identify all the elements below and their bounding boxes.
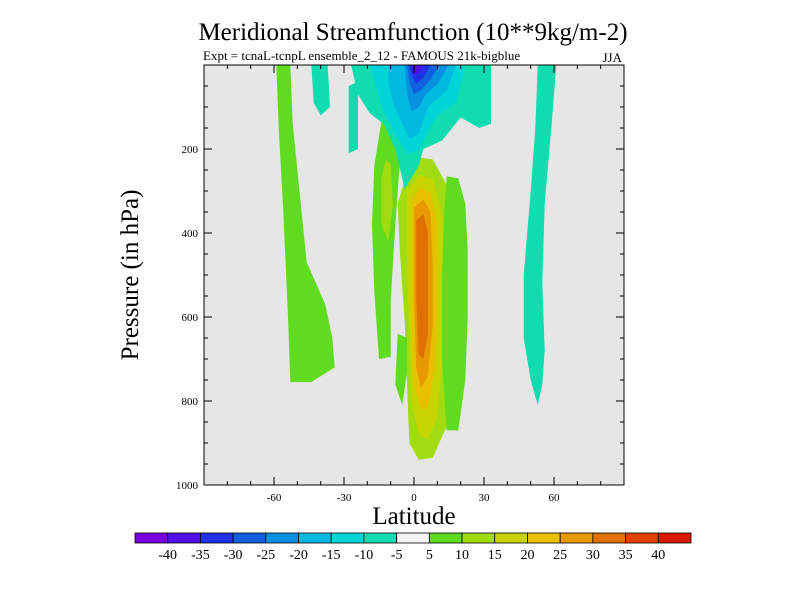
colorbar-label: -30 (224, 548, 243, 563)
contour-region-nh-subtropical-core (416, 214, 428, 359)
x-tick-label: 30 (479, 492, 491, 504)
colorbar-swatch (134, 532, 169, 544)
x-tick-label: -30 (337, 492, 352, 504)
colorbar-label: 20 (520, 548, 534, 563)
x-axis-label: Latitude (372, 503, 455, 530)
colorbar-swatch (461, 532, 496, 544)
y-tick-label: 400 (182, 228, 199, 240)
contour-region-subtropical-positive-sliver-inner (381, 159, 393, 242)
colorbar-label: -10 (355, 548, 374, 563)
colorbar-swatch (527, 532, 561, 544)
axis-ticks: -60 -30 0 30 60 200 400 600 800 1000 (176, 65, 624, 504)
contour-region-nh-outer-positive-cell (442, 176, 468, 431)
colorbar-label: -35 (191, 548, 210, 563)
colorbar-label: 40 (651, 548, 665, 563)
colorbar-label: -25 (256, 548, 275, 563)
y-axis-label: Pressure (in hPa) (117, 190, 144, 361)
colorbar-swatch (330, 532, 365, 544)
y-tick-label: 800 (182, 396, 199, 408)
colorbar-label: -15 (322, 548, 341, 563)
colorbar-label: 15 (488, 548, 502, 563)
colorbar-label: -5 (391, 548, 403, 563)
colorbar-label: -20 (289, 548, 308, 563)
colorbar-swatch (428, 532, 463, 544)
contour-region-sh-upper-negative-2 (348, 81, 358, 154)
x-tick-label: 0 (411, 492, 417, 504)
colorbar-swatch (559, 532, 594, 544)
chart-title: Meridional Streamfunction (10**9kg/m-2) (198, 19, 627, 46)
colorbar-label: -40 (158, 548, 177, 563)
y-tick-label: 600 (182, 312, 199, 324)
colorbar-swatch (592, 532, 626, 544)
chart-subtitle: Expt = tcnaL-tcnpL ensemble_2_12 - FAMOU… (203, 48, 520, 63)
colorbar-swatch (200, 532, 234, 544)
contour-region-tropical-upper-negative-core (411, 65, 424, 76)
colorbar-label: 30 (586, 548, 600, 563)
colorbar-label: 35 (619, 548, 633, 563)
y-tick-label: 1000 (176, 480, 199, 492)
colorbar-swatch (265, 532, 299, 544)
colorbar-label: 10 (455, 548, 469, 563)
colorbar: -40 -35 -30 -25 -20 -15 -10 -5 5 10 15 20 25 30 35 40 (134, 532, 692, 563)
colorbar-swatch (232, 532, 267, 544)
contour-region-equatorial-lower-positive (395, 333, 407, 406)
y-tick-label: 200 (182, 144, 199, 156)
colorbar-label: 5 (426, 548, 433, 563)
colorbar-swatch (657, 532, 692, 544)
season-label: JJA (602, 50, 622, 65)
x-tick-label: 60 (549, 492, 561, 504)
colorbar-swatch (167, 532, 201, 544)
colorbar-swatch (625, 532, 659, 544)
plot-area: -60 -30 0 30 60 200 400 600 800 1000 (176, 64, 625, 504)
colorbar-swatch (494, 532, 528, 544)
contour-region-sh-upper-negative-1 (311, 65, 330, 116)
x-tick-label: -60 (267, 492, 282, 504)
contour-region-nh-midlatitude-negative (523, 65, 557, 406)
contour-region-tropical-upper-negative-3 (388, 65, 456, 139)
contour-regions (276, 65, 557, 460)
colorbar-swatch (298, 532, 332, 544)
colorbar-swatch (363, 532, 398, 544)
colorbar-label: 25 (553, 548, 567, 563)
colorbar-swatch (396, 532, 430, 544)
contour-region-sh-midlatitude-positive (276, 65, 335, 383)
